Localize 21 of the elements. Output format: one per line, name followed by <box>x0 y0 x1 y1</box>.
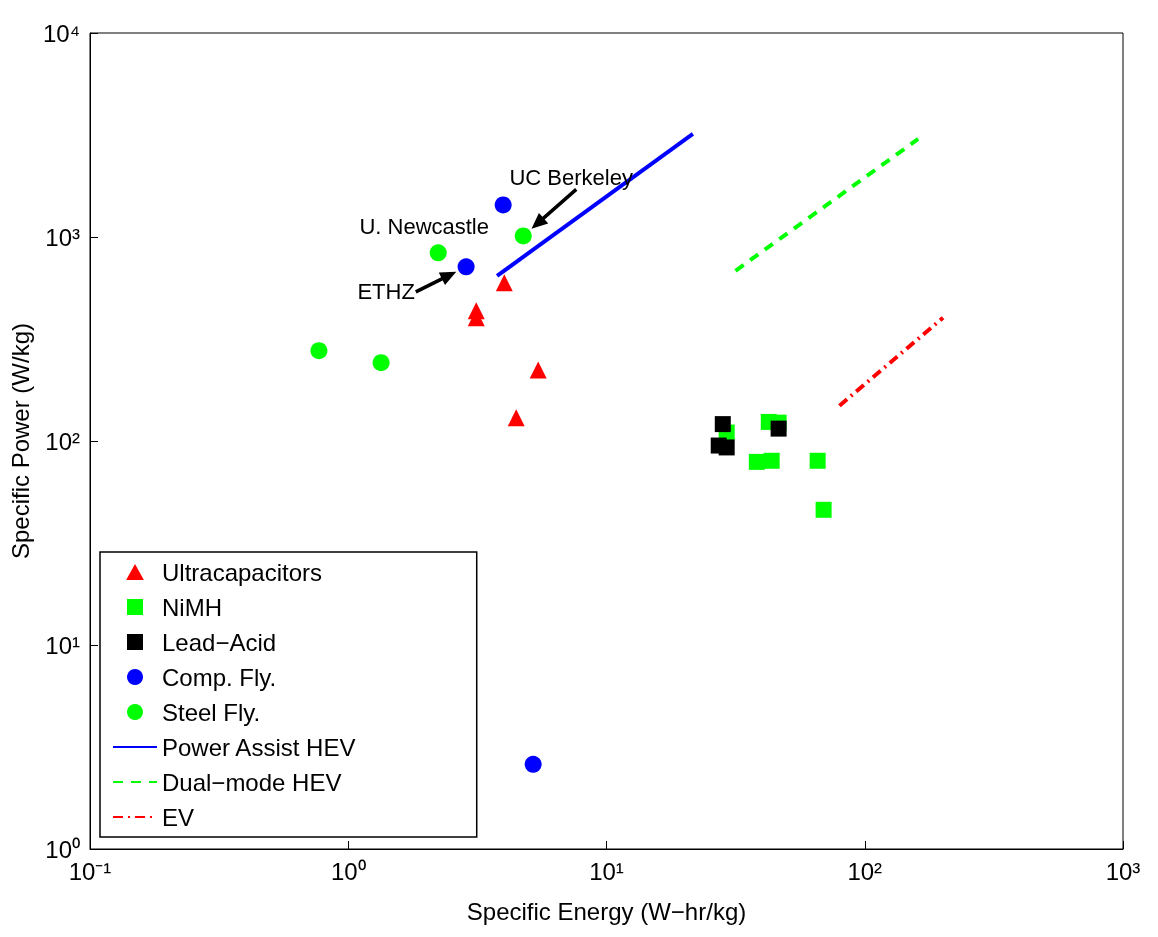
x-tick-label: 10¹ <box>589 857 624 885</box>
x-tick-label: 10⁰ <box>330 857 366 885</box>
annotation: UC Berkeley <box>509 165 633 191</box>
y-tick-label: 10¹ <box>45 631 81 659</box>
y-tick-label: 10³ <box>45 223 81 251</box>
x-tick-label: 10² <box>847 857 883 885</box>
x-axis-title: Specific Energy (W−hr/kg) <box>466 897 747 925</box>
legend-label: Comp. Fly. <box>162 663 277 691</box>
y-tick-label: 10⁴ <box>42 19 80 47</box>
legend-label: Ultracapacitors <box>162 558 323 586</box>
annotation: U. Newcastle <box>359 214 489 240</box>
legend-label: Lead−Acid <box>162 628 277 656</box>
legend-label: Steel Fly. <box>162 698 261 726</box>
legend-label: NiMH <box>162 593 222 621</box>
x-tick-label: 10³ <box>1105 857 1141 885</box>
y-axis-title: Specific Power (W/kg) <box>6 322 34 560</box>
legend-label: Dual−mode HEV <box>162 768 342 796</box>
annotation: ETHZ <box>357 279 415 305</box>
legend-label: EV <box>162 803 195 831</box>
legend-label: Power Assist HEV <box>162 733 356 761</box>
y-tick-label: 10² <box>45 427 81 455</box>
